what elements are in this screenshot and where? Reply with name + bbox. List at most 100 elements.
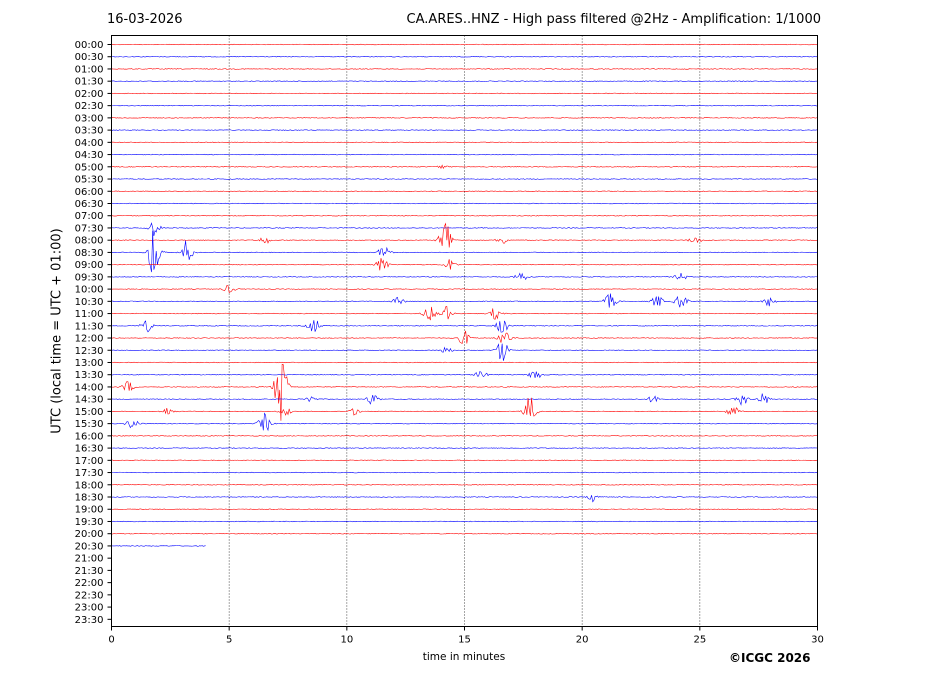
trace-line-1600 (111, 435, 818, 437)
x-tick-label: 30 (811, 635, 824, 646)
y-tick-label: 15:30 (75, 419, 104, 430)
y-tick-label: 11:00 (75, 309, 104, 320)
trace-line-1430 (111, 393, 818, 406)
trace-line-0500 (111, 164, 818, 170)
trace-line-0330 (111, 129, 818, 131)
trace-line-1400 (111, 363, 818, 421)
chart-title: CA.ARES..HNZ - High pass filtered @2Hz -… (406, 12, 821, 27)
trace-line-0530 (111, 178, 818, 180)
x-tick-label: 20 (576, 635, 589, 646)
y-tick-label: 15:00 (75, 407, 104, 418)
y-tick-label: 12:00 (75, 334, 104, 345)
x-tick-label: 5 (226, 635, 232, 646)
trace-line-1800 (111, 484, 818, 486)
y-tick-label: 04:30 (75, 150, 104, 161)
y-tick-label: 21:00 (75, 554, 104, 565)
y-tick-label: 17:00 (75, 456, 104, 467)
y-tick-label: 01:30 (75, 77, 104, 88)
y-tick-label: 06:00 (75, 187, 104, 198)
trace-line-1200 (111, 330, 818, 345)
y-tick-label: 13:00 (75, 358, 104, 369)
y-tick-label: 14:00 (75, 382, 104, 393)
trace-line-1530 (111, 412, 818, 432)
trace-line-1500 (111, 397, 818, 417)
y-tick-label: 22:30 (75, 590, 104, 601)
y-tick-label: 00:30 (75, 52, 104, 63)
y-tick-label: 13:30 (75, 370, 104, 381)
y-axis-label: UTC (local time = UTC + 01:00) (49, 228, 65, 434)
trace-line-2000 (111, 533, 818, 535)
y-tick-label: 19:30 (75, 517, 104, 528)
x-tick-label: 15 (458, 635, 471, 646)
y-tick-label: 02:30 (75, 101, 104, 112)
trace-line-1900 (111, 508, 818, 510)
y-tick-label: 02:00 (75, 89, 104, 100)
y-tick-label: 07:30 (75, 223, 104, 234)
y-tick-label: 11:30 (75, 321, 104, 332)
trace-line-0900 (111, 258, 818, 271)
y-tick-label: 21:30 (75, 566, 104, 577)
trace-line-0630 (111, 202, 818, 205)
trace-line-1330 (111, 371, 818, 379)
x-axis-label: time in minutes (422, 651, 506, 663)
y-tick-label: 14:30 (75, 395, 104, 406)
chart-date: 16-03-2026 (107, 12, 183, 27)
y-tick-label: 23:30 (75, 615, 104, 626)
y-tick-label: 09:30 (75, 272, 104, 283)
trace-line-0200 (111, 92, 818, 95)
x-tick-label: 10 (340, 635, 353, 646)
trace-line-0400 (111, 141, 818, 144)
y-tick-label: 03:30 (75, 126, 104, 137)
y-tick-label: 01:00 (75, 64, 104, 75)
y-tick-label: 10:00 (75, 285, 104, 296)
trace-line-1030 (111, 293, 818, 308)
x-tick-label: 25 (693, 635, 706, 646)
trace-line-0730 (111, 222, 818, 236)
trace-line-1230 (111, 343, 818, 361)
y-tick-label: 22:00 (75, 578, 104, 589)
y-tick-label: 05:30 (75, 175, 104, 186)
trace-line-1700 (111, 459, 818, 462)
y-tick-label: 06:30 (75, 199, 104, 210)
y-tick-label: 16:30 (75, 444, 104, 455)
trace-line-1930 (111, 520, 818, 523)
trace-line-0800 (111, 222, 818, 248)
trace-line-2030 (111, 545, 206, 547)
trace-line-0030 (111, 56, 818, 58)
y-tick-label: 17:30 (75, 468, 104, 479)
y-tick-label: 08:30 (75, 248, 104, 259)
plot-frame (111, 35, 818, 627)
y-tick-label: 09:00 (75, 260, 104, 271)
y-tick-label: 23:00 (75, 603, 104, 614)
y-tick-label: 18:30 (75, 493, 104, 504)
trace-line-1730 (111, 471, 818, 474)
y-tick-label: 08:00 (75, 236, 104, 247)
trace-line-0930 (111, 272, 818, 281)
y-tick-label: 20:00 (75, 529, 104, 540)
trace-line-1830 (111, 495, 818, 503)
y-tick-label: 00:00 (75, 40, 104, 51)
trace-line-0430 (111, 153, 818, 156)
copyright-label: ©ICGC 2026 (729, 651, 811, 665)
trace-line-0600 (111, 190, 818, 192)
y-tick-label: 19:00 (75, 505, 104, 516)
y-tick-label: 10:30 (75, 297, 104, 308)
trace-line-1100 (111, 306, 818, 321)
y-tick-label: 07:00 (75, 211, 104, 222)
y-tick-label: 05:00 (75, 162, 104, 173)
trace-line-1130 (111, 320, 818, 333)
y-tick-label: 12:30 (75, 346, 104, 357)
trace-line-1000 (111, 285, 818, 293)
trace-line-0300 (111, 117, 818, 119)
x-tick-label: 0 (108, 635, 114, 646)
trace-line-0230 (111, 104, 818, 107)
trace-line-0100 (111, 68, 818, 70)
y-tick-label: 04:00 (75, 138, 104, 149)
trace-line-0130 (111, 80, 818, 82)
y-tick-label: 16:00 (75, 431, 104, 442)
trace-line-0000 (111, 43, 818, 46)
y-tick-label: 03:00 (75, 113, 104, 124)
trace-lines (111, 35, 818, 627)
y-tick-label: 18:00 (75, 480, 104, 491)
